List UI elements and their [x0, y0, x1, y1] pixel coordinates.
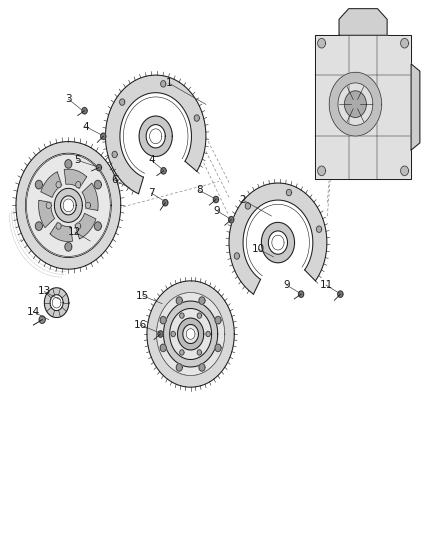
Text: 4: 4	[148, 155, 155, 165]
Text: 9: 9	[283, 280, 290, 290]
Polygon shape	[177, 318, 204, 350]
Polygon shape	[112, 151, 117, 158]
Polygon shape	[39, 200, 55, 228]
Polygon shape	[139, 116, 172, 157]
Text: 2: 2	[240, 195, 246, 205]
Polygon shape	[215, 344, 221, 352]
Text: 1: 1	[166, 78, 172, 88]
Polygon shape	[245, 203, 251, 209]
Polygon shape	[161, 167, 166, 174]
Polygon shape	[318, 166, 325, 175]
Polygon shape	[318, 38, 325, 48]
Polygon shape	[41, 172, 62, 197]
Polygon shape	[180, 313, 184, 318]
Polygon shape	[64, 169, 87, 189]
Polygon shape	[75, 213, 96, 239]
Polygon shape	[16, 142, 121, 269]
Polygon shape	[194, 115, 199, 121]
Polygon shape	[401, 166, 409, 175]
Polygon shape	[35, 180, 42, 189]
Text: 6: 6	[111, 175, 117, 185]
Polygon shape	[160, 344, 166, 352]
Polygon shape	[94, 222, 101, 230]
Text: 3: 3	[65, 94, 72, 104]
Polygon shape	[26, 155, 110, 256]
Polygon shape	[180, 350, 184, 355]
Polygon shape	[161, 80, 166, 87]
Polygon shape	[229, 216, 234, 223]
Polygon shape	[94, 180, 101, 189]
Polygon shape	[329, 72, 381, 136]
Polygon shape	[234, 253, 240, 259]
Polygon shape	[286, 189, 292, 196]
Polygon shape	[82, 183, 98, 211]
Polygon shape	[411, 64, 420, 150]
Polygon shape	[163, 301, 218, 367]
Text: 11: 11	[319, 280, 332, 290]
Polygon shape	[197, 313, 201, 318]
Polygon shape	[272, 235, 284, 250]
Polygon shape	[315, 35, 411, 179]
Polygon shape	[158, 331, 163, 337]
Polygon shape	[106, 75, 206, 193]
Text: 13: 13	[38, 286, 51, 296]
Polygon shape	[96, 165, 102, 171]
Polygon shape	[56, 223, 61, 229]
Polygon shape	[206, 332, 210, 337]
Text: 10: 10	[252, 244, 265, 254]
Polygon shape	[162, 199, 168, 206]
Polygon shape	[44, 288, 69, 318]
Polygon shape	[156, 293, 225, 375]
Text: 15: 15	[136, 290, 149, 301]
Polygon shape	[101, 133, 106, 140]
Polygon shape	[82, 108, 87, 114]
Text: 4: 4	[82, 122, 89, 132]
Polygon shape	[339, 9, 387, 35]
Text: 9: 9	[213, 206, 220, 216]
Polygon shape	[46, 202, 51, 208]
Polygon shape	[35, 222, 42, 230]
Polygon shape	[344, 91, 366, 117]
Text: 12: 12	[68, 227, 81, 237]
Polygon shape	[215, 317, 221, 324]
Polygon shape	[147, 281, 234, 387]
Polygon shape	[85, 202, 91, 208]
Polygon shape	[197, 350, 201, 355]
Polygon shape	[229, 183, 327, 294]
Polygon shape	[54, 188, 82, 222]
Polygon shape	[186, 329, 195, 340]
Polygon shape	[39, 316, 45, 324]
Polygon shape	[65, 160, 72, 168]
Polygon shape	[176, 364, 182, 371]
Text: 5: 5	[74, 155, 81, 165]
Polygon shape	[261, 222, 294, 263]
Text: 7: 7	[148, 188, 155, 198]
Polygon shape	[298, 291, 304, 297]
Polygon shape	[213, 196, 219, 203]
Polygon shape	[52, 297, 61, 308]
Polygon shape	[176, 297, 182, 304]
Polygon shape	[199, 297, 205, 304]
Polygon shape	[65, 243, 72, 251]
Polygon shape	[160, 317, 166, 324]
Text: 14: 14	[27, 306, 40, 317]
Text: 16: 16	[134, 320, 147, 330]
Text: 8: 8	[196, 185, 203, 196]
Polygon shape	[171, 332, 175, 337]
Polygon shape	[120, 99, 125, 105]
Polygon shape	[76, 223, 81, 229]
Polygon shape	[63, 199, 74, 212]
Polygon shape	[76, 181, 81, 188]
Polygon shape	[199, 364, 205, 371]
Polygon shape	[150, 129, 162, 144]
Polygon shape	[401, 38, 409, 48]
Polygon shape	[316, 226, 321, 232]
Polygon shape	[56, 181, 61, 188]
Polygon shape	[50, 222, 72, 241]
Polygon shape	[338, 291, 343, 297]
